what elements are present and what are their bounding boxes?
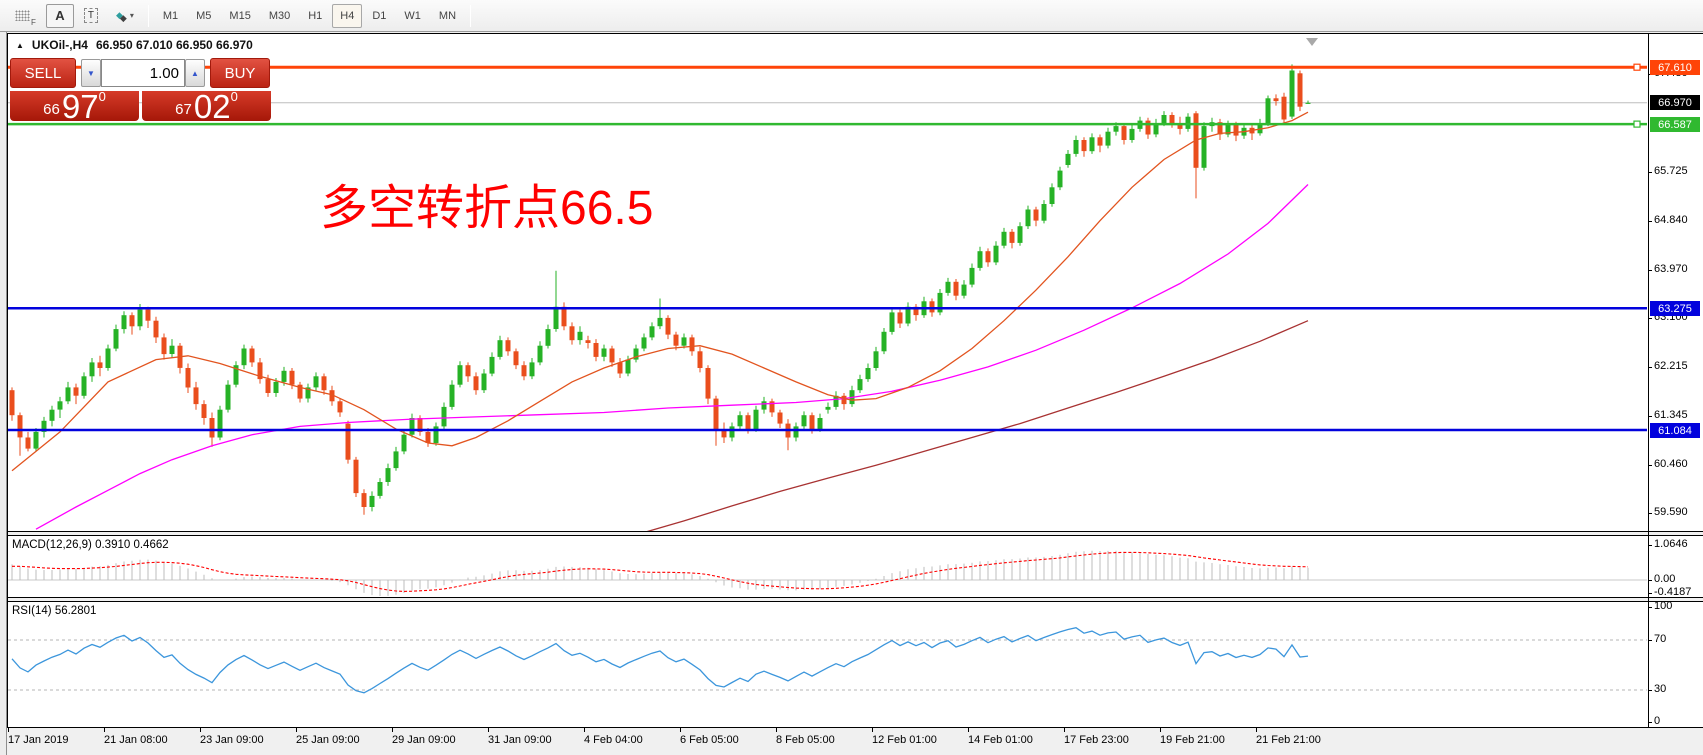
chart-header: ▲ UKOil-,H4 66.950 67.010 66.950 66.970 [16,38,253,52]
ma-slow [646,320,1309,531]
timeframe-mn[interactable]: MN [438,9,457,22]
toolbar-separator [147,4,149,27]
buy-price-small: 67 [175,101,192,118]
timeframe-h4[interactable]: H4 [332,3,363,28]
insert-text-button[interactable]: A [45,3,74,28]
shape-diamond2-icon: ◆ [119,13,127,23]
sell-price-small: 66 [43,101,60,118]
sell-price-display[interactable]: 66 97 0 [10,88,139,125]
chart-left-border [7,33,8,728]
candles-group [9,64,1311,515]
chart-top-border [7,33,1703,34]
timeframe-m1[interactable]: M1 [162,9,179,22]
one-click-trade-panel: SELL ▼ 1.00 ▲ BUY 66 97 0 67 02 0 [10,56,271,125]
timeframe-h1[interactable]: H1 [308,9,323,22]
separator-main-bottom[interactable] [7,531,1703,532]
collapse-arrow-icon[interactable]: ▲ [16,40,24,50]
buy-price-sup: 0 [230,89,238,104]
separator-macd-bottom[interactable] [7,597,1703,598]
ma-fast [11,111,1309,472]
rsi-window-background[interactable] [8,602,1703,727]
volume-input[interactable]: 1.00 [101,59,185,87]
sell-price-sup: 0 [98,89,106,104]
ma-mid [35,184,1309,530]
macd-signal-line [12,551,1309,592]
trade-panel-row2: 66 97 0 67 02 0 [10,88,271,125]
trade-panel-row1: SELL ▼ 1.00 ▲ BUY [10,56,271,90]
timeframe-buttons: M1 M5 M15 M30 H1 H4 D1 W1 MN [154,3,465,28]
text-t-icon: T [83,8,98,23]
sell-price-big: 97 [61,88,99,125]
rsi-line [11,627,1309,694]
chevron-down-icon: ▾ [129,11,134,20]
separator-rsi-top[interactable] [7,601,1703,602]
line-handle[interactable] [1633,63,1641,71]
chart-annotation-text[interactable]: 多空转折点66.5 [320,182,654,235]
timeframe-w1[interactable]: W1 [404,9,421,22]
symbol-period-label: UKOil-,H4 [31,38,88,52]
text-a-icon: A [55,8,65,23]
toolbar-separator [470,4,472,27]
ohlc-values: 66.950 67.010 66.950 66.970 [95,38,253,52]
grid-f-label: F [31,17,36,27]
macd-label: MACD(12,26,9) 0.3910 0.4662 [12,539,169,551]
window-left-border [0,32,7,755]
macd-window-background[interactable] [8,536,1703,597]
spin-up-icon: ▲ [191,68,199,78]
buy-price-display[interactable]: 67 02 0 [142,88,271,125]
toolbar: F A T ◆ ◆ ▾ M1 M5 M15 M30 H1 H4 D1 W1 MN [0,0,1703,32]
timeframe-m15[interactable]: M15 [229,9,251,22]
rsi-label: RSI(14) 56.2801 [12,605,97,617]
timeframe-d1[interactable]: D1 [372,9,387,22]
volume-increase-button[interactable]: ▲ [185,59,205,87]
buy-button[interactable]: BUY [210,58,270,88]
text-label-button[interactable]: T [76,4,106,28]
separator-rsi-bottom [7,727,1703,728]
separator-macd-top[interactable] [7,535,1703,536]
chart-shift-marker[interactable] [1306,38,1318,46]
shape-diamond-icon: ◆ [116,10,123,20]
timeframe-m5[interactable]: M5 [196,9,212,22]
price-axis-line [1648,34,1649,728]
symbols-grid-button[interactable]: F [7,4,44,28]
timeline-strip[interactable] [7,728,1703,755]
buy-price-big: 02 [193,88,231,125]
volume-decrease-button[interactable]: ▼ [81,59,101,87]
spin-down-icon: ▼ [87,68,95,78]
macd-histogram [11,550,1309,596]
sell-button[interactable]: SELL [10,58,76,88]
grid-icon [15,10,30,21]
timeframe-m30[interactable]: M30 [268,9,291,22]
insert-shapes-button[interactable]: ◆ ◆ ▾ [108,4,142,28]
line-handle[interactable] [1633,120,1641,128]
main-chart-background[interactable] [8,34,1703,531]
